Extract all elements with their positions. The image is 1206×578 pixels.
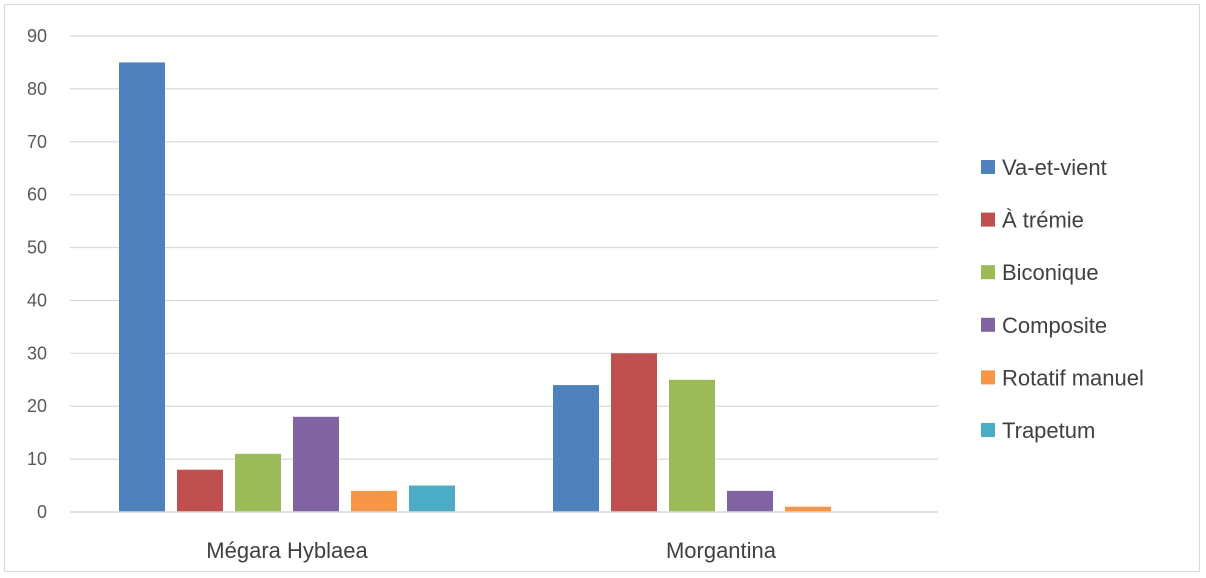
y-tick-label: 30 [27, 343, 47, 363]
x-axis-categories: Mégara Hyblaea Morgantina [206, 538, 777, 563]
bar-trapetum-0 [409, 485, 455, 512]
bar-biconique-1 [669, 379, 715, 512]
y-tick-label: 0 [37, 502, 47, 522]
legend-swatch [981, 317, 995, 332]
x-category-label: Mégara Hyblaea [206, 538, 368, 563]
legend-swatch [981, 265, 995, 280]
bar-composite-0 [293, 416, 339, 512]
legend-swatch [981, 370, 995, 385]
bar-biconique-0 [235, 453, 281, 512]
bar-rotatif-manuel-0 [351, 490, 397, 512]
legend-swatch [981, 160, 995, 174]
gridlines [70, 35, 938, 460]
legend-label: Composite [1002, 313, 1107, 338]
bar--tr-mie-0 [177, 469, 223, 512]
y-axis-ticks: 0 10 20 30 40 50 60 70 80 90 [27, 26, 47, 522]
bar-va-et-vient-0 [119, 62, 165, 512]
bar-rotatif-manuel-1 [785, 506, 831, 512]
y-tick-label: 80 [27, 79, 47, 99]
legend-swatch [981, 212, 995, 227]
legend-swatch [981, 423, 995, 437]
legend: Va-et-vient À trémie Biconique Composite Rot… [981, 155, 1144, 443]
x-category-label: Morgantina [666, 538, 777, 563]
legend-label: Trapetum [1002, 418, 1095, 443]
legend-label: Va-et-vient [1002, 155, 1107, 180]
bar-composite-1 [727, 490, 773, 512]
legend-label: Biconique [1002, 260, 1099, 285]
y-tick-label: 90 [27, 26, 47, 46]
legend-label: À trémie [1002, 208, 1084, 233]
y-tick-label: 10 [27, 449, 47, 469]
y-tick-label: 70 [27, 132, 47, 152]
bar-va-et-vient-1 [553, 385, 599, 512]
y-tick-label: 60 [27, 185, 47, 205]
bar--tr-mie-1 [611, 353, 657, 512]
bars [119, 62, 831, 512]
y-tick-label: 40 [27, 290, 47, 310]
y-tick-label: 50 [27, 238, 47, 258]
legend-label: Rotatif manuel [1002, 365, 1144, 390]
y-tick-label: 20 [27, 396, 47, 416]
